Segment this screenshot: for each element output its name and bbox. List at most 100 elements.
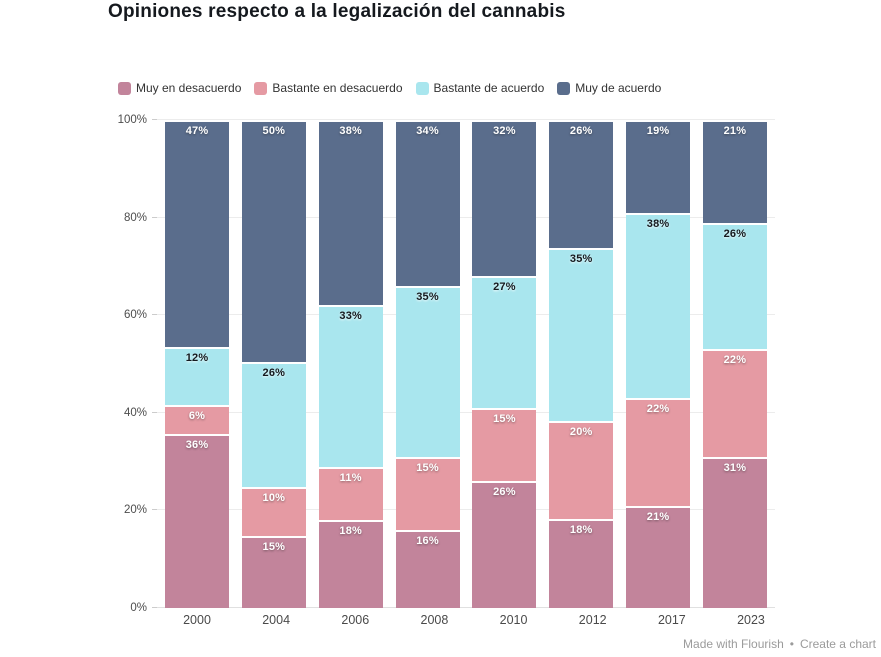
legend-item: Bastante en desacuerdo xyxy=(254,81,403,95)
footer-separator: • xyxy=(789,637,794,651)
y-axis: 0% 20% 40% 60% 80% 100% xyxy=(100,114,157,614)
legend-item: Bastante de acuerdo xyxy=(415,81,544,95)
bar-segment: 35% xyxy=(549,248,614,421)
bar-segment: 6% xyxy=(165,405,229,435)
segment-value-label: 26% xyxy=(569,125,593,138)
plot-area: 36% 6% 12% 47% 15% 10% 26% 50% 18% 11% 33% 38% 16% 15… xyxy=(157,119,775,608)
gridline xyxy=(157,314,775,316)
bar-segment: 21% xyxy=(702,120,767,223)
bar-2006: 18% 11% 33% 38% xyxy=(318,120,383,608)
y-tick-mark xyxy=(152,607,157,608)
bar-segment: 10% xyxy=(241,487,306,536)
bar-segment: 32% xyxy=(472,120,537,277)
bar-2012: 18% 20% 35% 26% xyxy=(549,120,614,608)
x-axis-label: 2012 xyxy=(578,613,607,627)
segment-value-label: 26% xyxy=(723,227,747,240)
y-tick-mark xyxy=(152,314,157,316)
bar-segment: 15% xyxy=(241,535,306,608)
x-axis-label: 2010 xyxy=(499,613,528,627)
y-tick-mark xyxy=(152,509,157,511)
y-tick-label: 20% xyxy=(123,504,147,517)
gridline xyxy=(157,411,775,413)
x-axis-label: 2023 xyxy=(737,613,765,627)
bar-segment: 22% xyxy=(626,398,691,506)
bar-segment: 19% xyxy=(626,120,691,213)
legend-item: Muy de acuerdo xyxy=(557,81,661,95)
segment-value-label: 18% xyxy=(339,525,362,538)
y-tick-label: 40% xyxy=(123,406,147,419)
bar-segment: 21% xyxy=(626,505,691,608)
bar-segment: 31% xyxy=(702,456,767,608)
segment-value-label: 10% xyxy=(262,492,286,505)
segment-value-label: 31% xyxy=(723,461,747,474)
bar-segment: 18% xyxy=(549,519,614,608)
x-axis-label: 2017 xyxy=(657,613,686,627)
segment-value-label: 35% xyxy=(569,253,593,266)
create-chart-link[interactable]: Create a chart xyxy=(799,637,876,651)
bar-segment: 16% xyxy=(395,529,460,608)
bar-segment: 38% xyxy=(318,120,383,306)
bar-segment: 35% xyxy=(395,285,460,457)
segment-value-label: 50% xyxy=(262,125,286,138)
legend-item: Muy en desacuerdo xyxy=(118,81,241,95)
segment-value-label: 26% xyxy=(262,366,286,379)
segment-value-label: 16% xyxy=(416,534,439,547)
made-with-flourish-link[interactable]: Made with Flourish xyxy=(683,637,784,651)
bar-segment: 27% xyxy=(472,276,537,408)
y-tick-label: 0% xyxy=(130,602,147,614)
bar-segment: 34% xyxy=(395,120,460,286)
segment-value-label: 47% xyxy=(185,125,209,138)
segment-value-label: 19% xyxy=(646,125,670,138)
segment-value-label: 33% xyxy=(339,310,362,323)
bar-segment: 26% xyxy=(549,120,614,249)
segment-value-label: 12% xyxy=(185,352,209,365)
legend-swatch-icon xyxy=(415,81,429,95)
bar-segment: 26% xyxy=(472,481,537,608)
legend-swatch-icon xyxy=(118,81,131,95)
segment-value-label: 15% xyxy=(262,540,286,553)
bar-segment: 12% xyxy=(165,347,229,406)
y-tick-mark xyxy=(152,119,157,120)
x-axis-label: 2006 xyxy=(341,613,370,627)
legend-item-label: Muy de acuerdo xyxy=(575,81,662,95)
bar-2004: 15% 10% 26% 50% xyxy=(241,120,306,608)
segment-value-label: 38% xyxy=(646,217,670,230)
segment-value-label: 35% xyxy=(416,290,439,303)
bar-2008: 16% 15% 35% 34% xyxy=(395,120,460,608)
segment-value-label: 15% xyxy=(416,461,439,474)
segment-value-label: 20% xyxy=(569,425,593,438)
bar-segment: 33% xyxy=(318,305,383,467)
bar-segment: 20% xyxy=(549,420,614,520)
segment-value-label: 15% xyxy=(493,412,516,425)
bar-segment: 22% xyxy=(702,349,767,457)
y-tick-label: 60% xyxy=(123,309,147,322)
y-tick-mark xyxy=(152,216,157,218)
bar-2017: 21% 22% 38% 19% xyxy=(626,120,691,608)
bars-container: 36% 6% 12% 47% 15% 10% 26% 50% 18% 11% 33% 38% 16% 15… xyxy=(157,120,775,608)
bar-2010: 26% 15% 27% 32% xyxy=(472,120,537,608)
segment-value-label: 32% xyxy=(493,125,516,138)
bar-segment: 36% xyxy=(165,434,229,608)
legend-swatch-icon xyxy=(254,81,268,95)
legend: Muy en desacuerdo Bastante en desacuerdo B… xyxy=(118,81,661,95)
bar-segment: 50% xyxy=(241,120,306,362)
x-axis-label: 2008 xyxy=(420,613,449,627)
y-tick-label: 100% xyxy=(117,114,147,126)
segment-value-label: 21% xyxy=(646,510,670,523)
x-axis-label: 2000 xyxy=(183,613,211,627)
segment-value-label: 11% xyxy=(339,471,362,484)
segment-value-label: 26% xyxy=(493,486,516,499)
bar-segment: 18% xyxy=(318,520,383,608)
x-axis-label: 2004 xyxy=(262,613,291,627)
bar-segment: 26% xyxy=(241,361,306,488)
bar-segment: 15% xyxy=(472,407,537,482)
bar-segment: 26% xyxy=(702,222,767,350)
gridline xyxy=(157,509,775,511)
bar-segment: 15% xyxy=(395,456,460,530)
bar-2023: 31% 22% 26% 21% xyxy=(702,120,767,608)
segment-value-label: 27% xyxy=(493,281,516,294)
segment-value-label: 21% xyxy=(723,125,747,138)
segment-value-label: 22% xyxy=(723,354,747,367)
segment-value-label: 34% xyxy=(416,125,439,138)
